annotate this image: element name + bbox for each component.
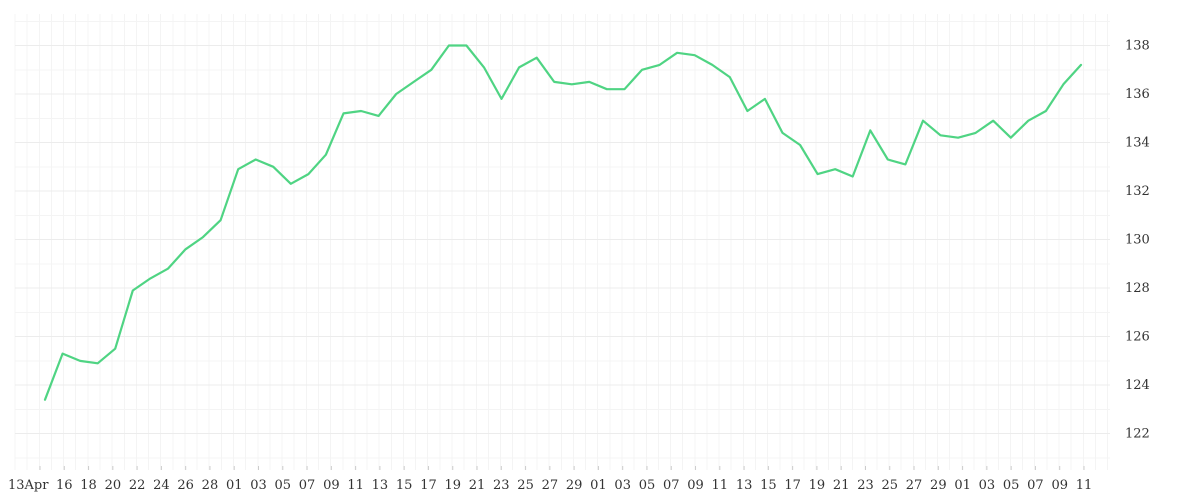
grid	[14, 14, 1110, 470]
x-tick-label: 26	[177, 478, 194, 493]
y-tick-label: 122	[1125, 427, 1150, 442]
x-tick-label: 07	[663, 478, 680, 493]
x-tick-label: 27	[906, 478, 923, 493]
x-tick-label: 05	[639, 478, 656, 493]
x-tick-label: 23	[493, 478, 510, 493]
x-tick-label: 17	[420, 478, 437, 493]
x-tick-label: 13Apr	[8, 478, 49, 493]
x-tick-label: 19	[809, 478, 826, 493]
x-tick-label: 16	[56, 478, 73, 493]
x-tick-label: 23	[857, 478, 874, 493]
x-tick-label: 07	[1027, 478, 1044, 493]
x-tick-label: 11	[1076, 478, 1093, 493]
x-tick-label: 09	[1051, 478, 1068, 493]
x-tick-label: 03	[250, 478, 267, 493]
y-tick-label: 130	[1125, 233, 1150, 248]
x-tick-label: 27	[542, 478, 559, 493]
x-tick-label: 24	[153, 478, 170, 493]
x-tick-label: 01	[954, 478, 971, 493]
x-tick-label: 15	[760, 478, 777, 493]
x-tick-label: 18	[80, 478, 97, 493]
y-tick-label: 126	[1125, 330, 1150, 345]
price-line	[43, 44, 1083, 401]
x-tick-label: 13	[736, 478, 753, 493]
x-tick-label: 17	[784, 478, 801, 493]
x-tick-label: 03	[614, 478, 631, 493]
y-tick-label: 134	[1125, 136, 1150, 151]
x-tick-label: 13	[372, 478, 389, 493]
x-tick-label: 15	[396, 478, 413, 493]
x-tick-label: 09	[687, 478, 704, 493]
x-tick-label: 01	[590, 478, 607, 493]
x-tick-label: 25	[881, 478, 898, 493]
y-tick-label: 124	[1125, 378, 1150, 393]
x-tick-label: 07	[299, 478, 316, 493]
y-tick-label: 132	[1125, 184, 1150, 199]
x-tick-label: 01	[226, 478, 243, 493]
x-axis: 13Apr 16 18 20 22 24 26 28 01 03 05 07 09 11 13 15 17 19 2…	[8, 466, 1092, 493]
x-tick-label: 09	[323, 478, 340, 493]
y-tick-label: 136	[1125, 87, 1150, 102]
x-tick-label: 19	[444, 478, 461, 493]
x-tick-label: 25	[517, 478, 534, 493]
x-tick-label: 03	[979, 478, 996, 493]
x-tick-label: 05	[275, 478, 292, 493]
x-tick-label: 29	[930, 478, 947, 493]
x-tick-label: 29	[566, 478, 583, 493]
y-tick-label: 138	[1125, 39, 1150, 54]
x-tick-label: 28	[202, 478, 219, 493]
x-tick-label: 22	[129, 478, 146, 493]
data-points	[44, 44, 1082, 401]
y-axis: 122 124 126 128 130 132 134 136 138	[1125, 39, 1150, 442]
x-tick-label: 11	[712, 478, 729, 493]
x-tick-label: 05	[1003, 478, 1020, 493]
x-tick-label: 20	[105, 478, 122, 493]
x-tick-label: 21	[469, 478, 486, 493]
x-tick-label: 21	[833, 478, 850, 493]
x-tick-label: 11	[347, 478, 364, 493]
y-tick-label: 128	[1125, 281, 1150, 296]
